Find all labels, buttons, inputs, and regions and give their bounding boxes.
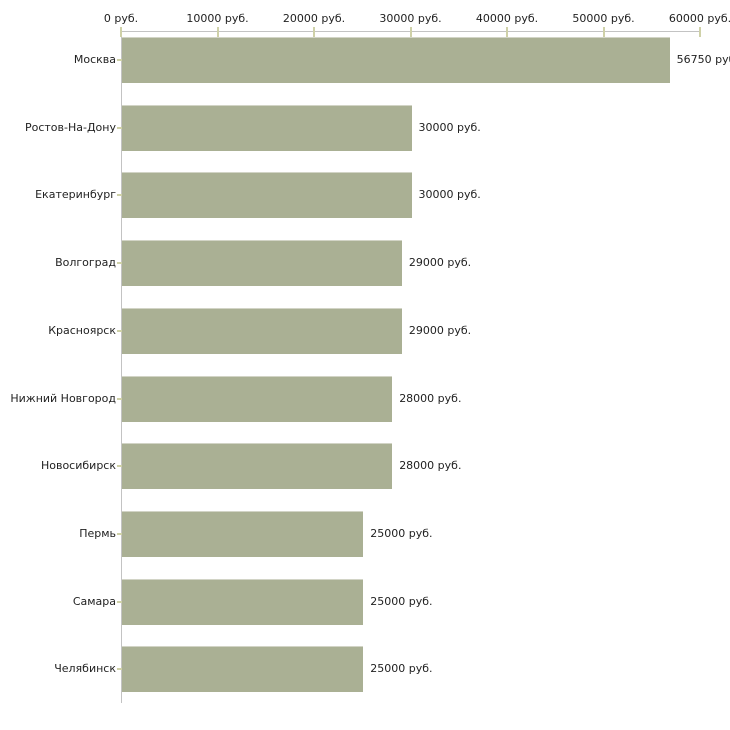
bar-value-label: 29000 руб. bbox=[408, 323, 472, 337]
x-axis-tick-mark bbox=[699, 27, 701, 37]
x-axis-tick-label: 30000 руб. bbox=[379, 12, 442, 25]
y-axis-tick-mark bbox=[117, 600, 122, 603]
bar bbox=[122, 307, 402, 354]
bar bbox=[122, 240, 402, 287]
bar-value-label: 29000 руб. bbox=[408, 256, 472, 270]
bar bbox=[122, 646, 364, 693]
y-axis-tick-mark bbox=[117, 194, 122, 197]
y-axis-tick-mark bbox=[117, 126, 122, 129]
category-label: Красноярск bbox=[48, 323, 116, 337]
y-axis-line bbox=[121, 31, 122, 703]
bar-value-label: 28000 руб. bbox=[399, 391, 462, 405]
x-axis-tick-label: 20000 руб. bbox=[282, 12, 346, 25]
bar-value-label: 25000 руб. bbox=[370, 526, 433, 540]
bar-value-label: 28000 руб. bbox=[399, 459, 462, 473]
bar-value-label: 56750 руб bbox=[676, 53, 730, 66]
x-axis-tick-mark bbox=[313, 27, 315, 37]
category-label: Самара bbox=[72, 594, 116, 608]
category-label: Нижний Новгород bbox=[10, 391, 116, 405]
x-axis-tick-mark bbox=[409, 27, 412, 37]
bar bbox=[122, 510, 364, 557]
x-axis-tick-label: 40000 руб. bbox=[475, 12, 539, 25]
category-label: Москва bbox=[73, 53, 116, 66]
x-axis-tick-label: 0 руб. bbox=[103, 12, 139, 25]
bar-value-label: 25000 руб. bbox=[370, 662, 433, 676]
x-axis-tick-mark bbox=[506, 27, 508, 37]
y-axis-tick-mark bbox=[117, 262, 122, 265]
x-axis-tick-mark bbox=[120, 27, 122, 37]
y-axis-tick-mark bbox=[117, 59, 122, 61]
y-axis-tick-mark bbox=[117, 329, 122, 332]
bar bbox=[122, 578, 364, 625]
category-label: Ростов-На-Дону bbox=[24, 120, 116, 134]
category-label: Екатеринбург bbox=[35, 188, 116, 202]
bar bbox=[122, 443, 393, 490]
x-axis-tick-mark bbox=[216, 27, 219, 37]
x-axis-tick-label: 50000 руб. bbox=[572, 12, 635, 25]
category-label: Пермь bbox=[79, 526, 116, 540]
category-label: Челябинск bbox=[54, 662, 116, 676]
y-axis-tick-mark bbox=[117, 532, 122, 535]
category-label: Новосибирск bbox=[40, 459, 116, 473]
x-axis-tick-label: 60000 руб. bbox=[668, 12, 730, 25]
y-axis-tick-mark bbox=[117, 668, 122, 671]
bar-value-label: 30000 руб. bbox=[418, 120, 481, 134]
y-axis-tick-mark bbox=[117, 465, 122, 468]
bar-value-label: 30000 руб. bbox=[418, 188, 481, 202]
bar-value-label: 25000 руб. bbox=[370, 594, 433, 608]
bar bbox=[122, 375, 393, 422]
x-axis-tick-mark bbox=[602, 27, 605, 37]
x-axis-tick-label: 10000 руб. bbox=[186, 12, 249, 25]
bar bbox=[122, 104, 412, 151]
y-axis-tick-mark bbox=[117, 397, 122, 400]
category-label: Волгоград bbox=[55, 256, 116, 270]
bar bbox=[122, 172, 412, 219]
bar bbox=[122, 37, 670, 83]
